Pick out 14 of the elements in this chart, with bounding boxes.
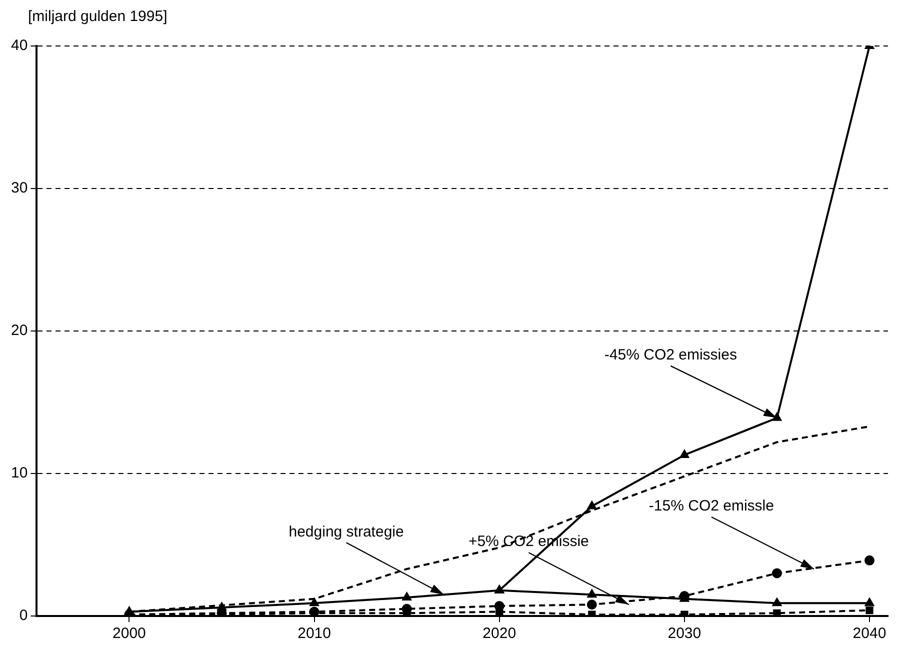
x-tick-label: 2040 — [852, 625, 886, 642]
y-tick-label: 10 — [10, 464, 28, 482]
x-tick-label: 2020 — [482, 625, 516, 642]
y-tick-label: 20 — [10, 322, 28, 340]
y-tick-label: 40 — [10, 37, 28, 54]
y-tick-label: 0 — [19, 607, 28, 624]
x-tick-label: 2000 — [112, 625, 146, 642]
y-axis-title: [miljard gulden 1995] — [27, 8, 168, 27]
annotation: -15% CO2 emissle — [648, 498, 774, 515]
annotation: -45% CO2 emissies — [604, 346, 737, 364]
x-tick-label: 2030 — [668, 625, 702, 642]
annotation: hedging strategie — [288, 523, 404, 540]
y-tick-label: 30 — [10, 180, 28, 197]
x-tick-label: 2010 — [298, 625, 331, 642]
